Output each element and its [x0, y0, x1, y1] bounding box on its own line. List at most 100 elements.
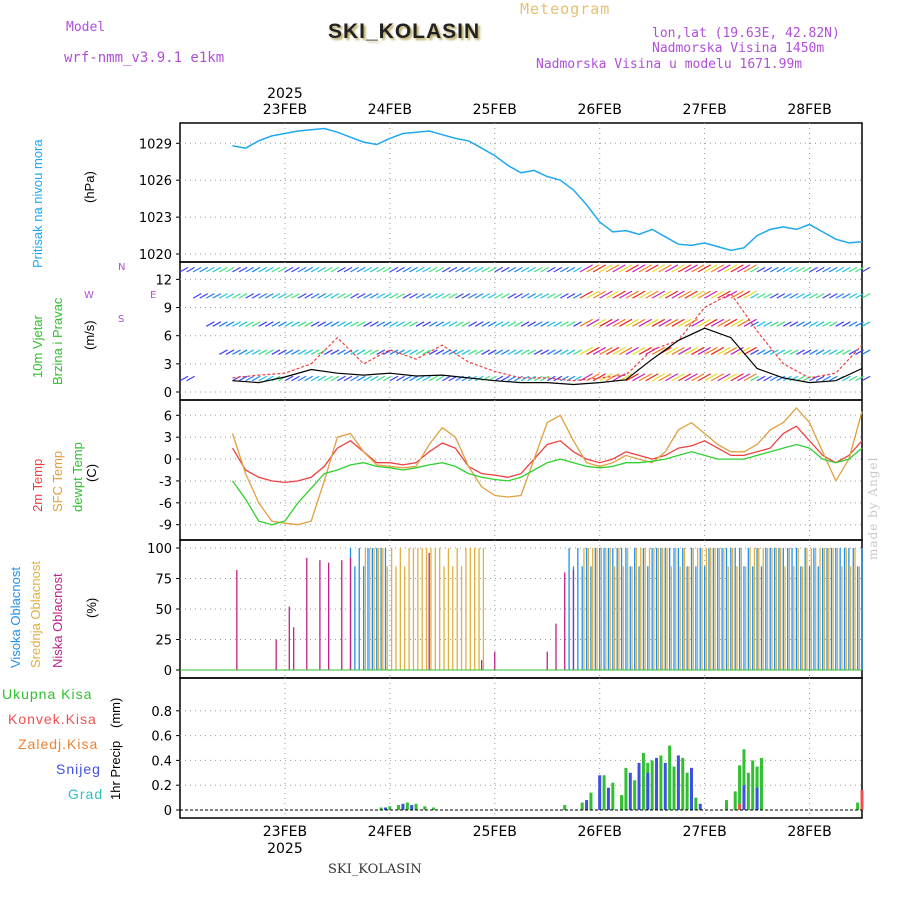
wind-barb: [200, 350, 208, 355]
wind-barb: [769, 266, 779, 273]
wind-barb: [842, 266, 851, 273]
wind-barb: [730, 318, 744, 327]
wind-barb: [297, 293, 307, 299]
wind-barb: [330, 375, 340, 382]
wind-barb: [356, 293, 366, 299]
wind-barb: [179, 266, 189, 273]
wind-barb: [514, 375, 523, 382]
wind-barb: [448, 293, 458, 299]
wind-barb: [232, 266, 241, 273]
wind-barb: [317, 321, 327, 327]
wind-barb: [684, 318, 698, 327]
wind-barb: [553, 321, 563, 327]
wind-barb: [200, 376, 208, 381]
wind-barb: [192, 266, 202, 273]
wind-barb: [658, 373, 672, 382]
precip-bar: [585, 800, 589, 810]
wind-barb: [225, 293, 235, 299]
wind-barb: [828, 293, 838, 299]
wind-barb: [514, 349, 523, 355]
precip-bar: [383, 807, 387, 810]
wind-barb: [848, 293, 858, 299]
wind-barb: [402, 349, 412, 355]
wind-barb: [697, 346, 711, 355]
model-label: Model: [66, 20, 106, 35]
wind-barb: [678, 290, 692, 299]
wind-barb: [743, 373, 757, 382]
wind-barb: [632, 290, 646, 299]
wind-barb: [481, 321, 491, 327]
wind-barb: [461, 293, 471, 299]
precip-bar: [676, 755, 680, 810]
wind-barb: [802, 375, 812, 382]
wind-barb: [566, 293, 576, 299]
wind-barb: [625, 290, 639, 299]
wind-barb: [750, 375, 759, 382]
wind-barb: [245, 321, 254, 327]
wind-barb: [632, 346, 646, 355]
wind-barb: [842, 293, 851, 299]
wind-barb: [835, 321, 845, 327]
wind-barb: [809, 321, 818, 327]
wind-barb: [225, 321, 235, 327]
wind-barb: [369, 293, 379, 299]
wind-barb: [664, 290, 679, 299]
bottom-date-label: 23FEB: [263, 824, 307, 840]
wind-barb: [828, 375, 838, 382]
wind-barb: [428, 266, 438, 273]
wind-barb: [363, 375, 373, 382]
wind-barb: [658, 318, 672, 327]
wind-barb: [697, 373, 711, 382]
wind-barb: [612, 346, 626, 355]
wind-barb: [553, 266, 563, 273]
wind-barb: [481, 293, 491, 299]
y-tick-label: 1029: [139, 137, 172, 152]
precip-bar: [637, 762, 641, 810]
precip-bar: [414, 803, 418, 810]
wind-barb: [599, 290, 613, 299]
wind-barb: [592, 290, 607, 299]
precip-bar: [388, 806, 392, 810]
wind-barb: [376, 349, 386, 355]
wind-barb: [514, 293, 523, 299]
wind-barb: [684, 373, 698, 382]
wind-barb: [533, 266, 543, 273]
footer-station: SKI_KOLASIN: [328, 862, 422, 877]
wind-barb: [409, 293, 418, 299]
wind-barb: [409, 321, 418, 327]
wind-barb: [409, 266, 418, 273]
wind-barb: [304, 375, 313, 382]
precip-bar: [672, 766, 676, 810]
wind-barb: [297, 375, 307, 382]
wind-barb: [297, 266, 307, 273]
wind-barb: [717, 318, 731, 327]
wind-barb: [337, 349, 346, 355]
wind-barb: [664, 264, 679, 273]
wind-barb: [317, 375, 327, 382]
top-date-label: 25FEB: [473, 102, 517, 118]
wind-barb: [645, 290, 659, 299]
wind-barb: [809, 349, 818, 355]
wind-barb: [310, 375, 320, 382]
wind-barb: [271, 349, 281, 355]
wind-barb: [717, 290, 731, 299]
wind-barb: [737, 290, 751, 299]
wind-barb: [363, 266, 373, 273]
wind-barb: [455, 293, 464, 299]
wind-barb: [310, 293, 320, 299]
wind-barb: [442, 375, 451, 382]
wind-barb: [323, 349, 333, 355]
wind-barb: [592, 264, 607, 273]
wind-barb: [330, 266, 340, 273]
wind-barb: [855, 293, 864, 299]
wind-barb: [763, 266, 773, 273]
precip-bar: [580, 802, 584, 810]
wind-barb: [396, 375, 405, 382]
wind-barb: [861, 266, 871, 273]
wind-barb: [494, 266, 504, 273]
wind-barb: [264, 266, 274, 273]
wind-barb: [599, 373, 613, 382]
wind-barb: [802, 349, 812, 355]
wind-barb: [828, 349, 838, 355]
wind-barb: [494, 321, 504, 327]
